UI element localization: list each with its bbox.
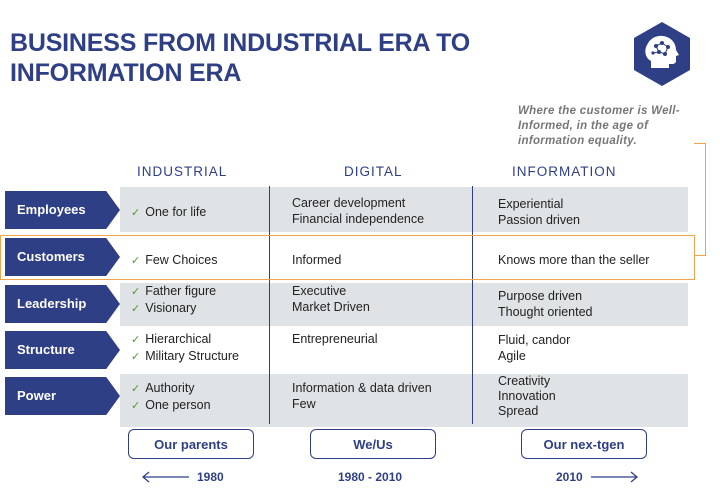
cell-structure-digital: Entrepreneurial: [292, 332, 378, 346]
cell-power-industrial: ✓ Authority ✓ One person: [131, 381, 211, 412]
column-header-information: INFORMATION: [512, 164, 617, 179]
cell-power-digital: Information & data driven Few: [292, 381, 432, 411]
cell-leadership-digital: Executive Market Driven: [292, 284, 370, 314]
column-header-industrial: INDUSTRIAL: [137, 164, 228, 179]
row-band-leadership: [120, 283, 688, 326]
arrow-right-icon: [591, 471, 639, 483]
check-icon: ✓: [131, 303, 141, 315]
cell-customers-industrial: ✓ Few Choices: [131, 253, 218, 267]
year-1980-2010: 1980 - 2010: [338, 470, 403, 484]
check-icon: ✓: [131, 351, 141, 363]
cell-power-information: Creativity Innovation Spread: [498, 374, 556, 418]
row-band-power: [120, 374, 688, 427]
row-band-employees: [120, 187, 688, 232]
check-icon: ✓: [131, 334, 141, 346]
generation-our-parents: Our parents: [128, 429, 254, 459]
cell-structure-information: Fluid, candor Agile: [498, 333, 571, 363]
customers-row-highlight: [0, 235, 695, 280]
note-connector: [694, 143, 706, 256]
check-icon: ✓: [131, 255, 141, 267]
column-divider: [472, 186, 473, 424]
check-icon: ✓: [131, 207, 141, 219]
cell-leadership-information: Purpose driven Thought oriented: [498, 289, 593, 319]
year-1980: 1980: [197, 470, 224, 484]
row-label-employees: Employees: [5, 191, 120, 229]
logo-icon: [634, 22, 690, 86]
page-title: BUSINESS FROM INDUSTRIAL ERA TO INFORMAT…: [10, 29, 471, 87]
cell-customers-digital: Informed: [292, 253, 342, 267]
row-label-power: Power: [5, 377, 120, 415]
cell-leadership-industrial: ✓ Father figure ✓ Visionary: [131, 284, 217, 315]
cell-customers-information: Knows more than the seller: [498, 253, 650, 267]
check-icon: ✓: [131, 383, 141, 395]
year-2010: 2010: [556, 470, 583, 484]
row-label-structure: Structure: [5, 331, 120, 369]
customer-note: Where the customer is Well-Informed, in …: [518, 105, 680, 147]
cell-employees-information: Experiential Passion driven: [498, 197, 580, 227]
cell-employees-digital: Career development Financial independence: [292, 196, 425, 226]
generation-we-us: We/Us: [310, 429, 436, 459]
arrow-left-icon: [141, 471, 189, 483]
cell-employees-industrial: ✓ One for life: [131, 205, 207, 219]
check-icon: ✓: [131, 400, 141, 412]
column-divider: [269, 186, 270, 424]
column-header-digital: DIGITAL: [344, 164, 403, 179]
row-label-customers: Customers: [5, 238, 120, 276]
check-icon: ✓: [131, 286, 141, 298]
generation-next-gen: Our nex-tgen: [521, 429, 647, 459]
row-label-leadership: Leadership: [5, 285, 120, 323]
cell-structure-industrial: ✓ Hierarchical ✓ Military Structure: [131, 332, 239, 363]
